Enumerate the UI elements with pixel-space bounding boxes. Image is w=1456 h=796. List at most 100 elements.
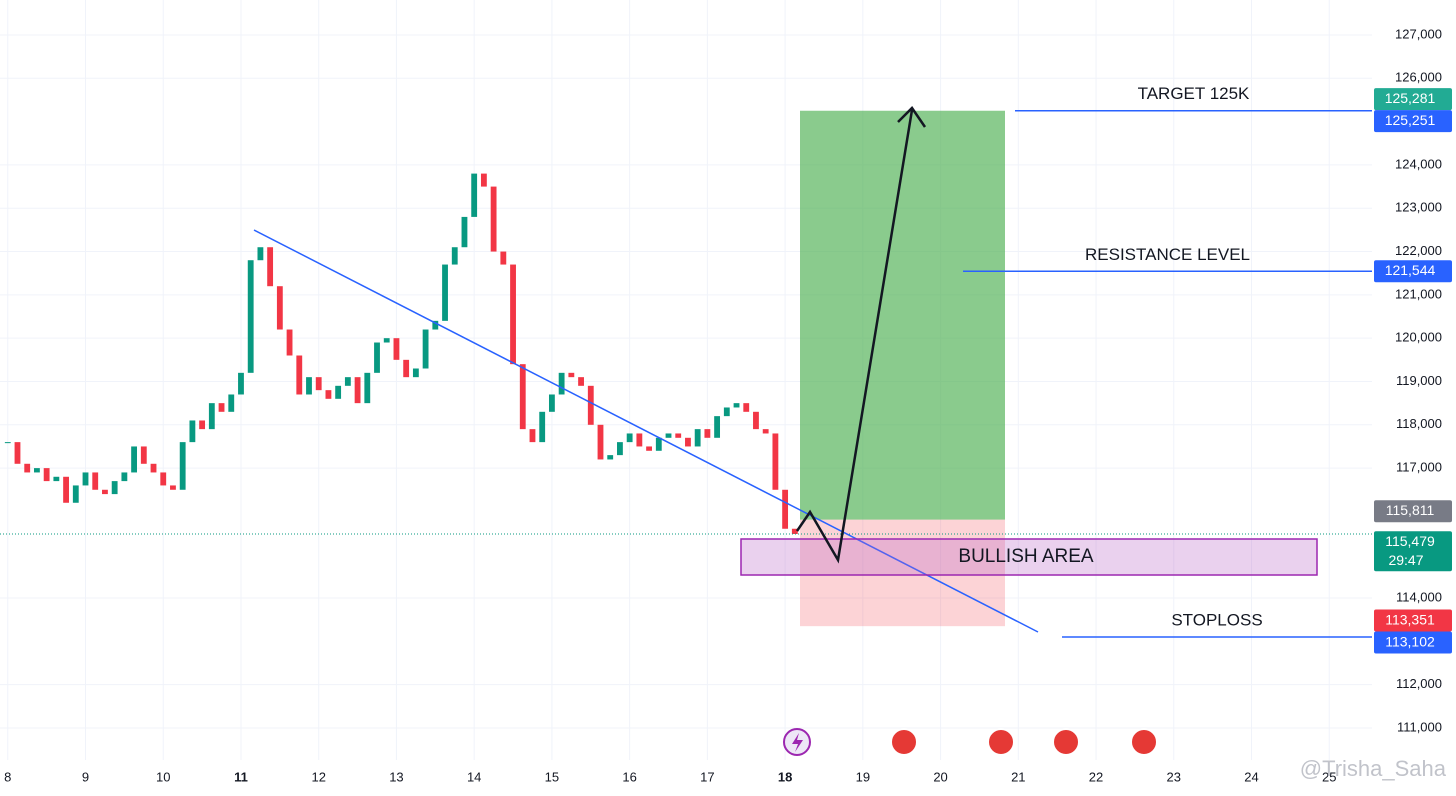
candle xyxy=(617,442,623,456)
y-tick-label: 114,000 xyxy=(1396,589,1442,604)
price-label: 113,351 xyxy=(1385,611,1435,627)
level-label: RESISTANCE LEVEL xyxy=(1085,245,1250,264)
candle xyxy=(568,372,575,378)
candle xyxy=(189,420,196,443)
candle xyxy=(626,433,633,443)
candle xyxy=(714,416,721,438)
x-tick-label: 15 xyxy=(545,769,559,784)
candle xyxy=(140,446,147,464)
candle xyxy=(539,411,546,443)
x-tick-label: 17 xyxy=(700,769,714,784)
candle xyxy=(762,429,769,434)
candle xyxy=(82,472,89,486)
candle xyxy=(685,437,691,447)
x-tick-label: 21 xyxy=(1011,769,1025,784)
candle xyxy=(646,446,652,451)
drawings: BULLISH AREA TARGET 125K RESISTANCE LEVEL S… xyxy=(0,84,1372,638)
candle xyxy=(665,433,672,438)
candle xyxy=(480,173,487,187)
x-tick-label: 22 xyxy=(1089,769,1103,784)
candle xyxy=(102,489,108,495)
candle xyxy=(354,377,361,404)
candle xyxy=(529,429,536,443)
arrow-head xyxy=(897,106,927,128)
candle xyxy=(471,173,478,217)
candle xyxy=(578,377,584,386)
candle xyxy=(34,468,40,473)
candle xyxy=(383,338,390,343)
x-tick-label: 19 xyxy=(856,769,870,784)
candle xyxy=(374,342,380,373)
candle xyxy=(461,216,468,248)
price-label: 113,102 xyxy=(1385,633,1435,649)
candle xyxy=(4,442,11,444)
price-label: 125,251 xyxy=(1385,112,1436,128)
x-tick-label: 18 xyxy=(778,769,792,784)
y-tick-label: 123,000 xyxy=(1395,200,1442,215)
y-tick-label: 126,000 xyxy=(1395,70,1442,85)
candle xyxy=(500,251,507,265)
plot xyxy=(4,173,798,534)
candle xyxy=(228,394,235,412)
candle xyxy=(675,433,682,438)
candle xyxy=(636,433,643,447)
candle xyxy=(558,372,565,395)
candle xyxy=(14,442,21,464)
candle xyxy=(451,247,458,265)
candle xyxy=(43,468,50,482)
x-tick-label: 13 xyxy=(389,769,403,784)
candle xyxy=(63,476,69,503)
candle xyxy=(432,320,439,330)
candle xyxy=(344,377,351,386)
price-label: 115,479 xyxy=(1385,533,1435,549)
path-arrow xyxy=(795,109,914,564)
candle xyxy=(306,377,312,395)
y-tick-label: 112,000 xyxy=(1396,676,1442,691)
level-label: STOPLOSS xyxy=(1171,610,1262,629)
candle xyxy=(208,403,215,430)
y-tick-label: 111,000 xyxy=(1397,719,1442,734)
candle xyxy=(607,455,614,460)
countdown: 29:47 xyxy=(1388,552,1423,568)
event-icon-glyph xyxy=(792,733,803,752)
candle xyxy=(782,489,789,529)
x-tick-label: 16 xyxy=(622,769,636,784)
x-tick-label: 25 xyxy=(1322,769,1336,784)
candle xyxy=(218,403,225,412)
candle xyxy=(238,372,244,395)
y-tick-label: 120,000 xyxy=(1395,330,1442,345)
price-label-box xyxy=(1374,631,1452,654)
x-tick-label: 23 xyxy=(1167,769,1181,784)
price-axis: 111,000 112,000 114,000 117,000 118,000 119,0… xyxy=(4,0,1456,796)
flag-icon xyxy=(890,728,918,756)
candle xyxy=(111,481,118,495)
x-tick-label: 11 xyxy=(234,769,248,784)
candle xyxy=(296,355,303,395)
candle xyxy=(286,329,293,356)
event-icon[interactable] xyxy=(890,728,1158,756)
candle xyxy=(276,286,283,330)
candle xyxy=(131,446,138,473)
flag-icon xyxy=(1130,728,1158,756)
y-tick-label: 119,000 xyxy=(1396,373,1442,388)
y-tick-label: 124,000 xyxy=(1395,156,1442,171)
y-tick-label: 121,000 xyxy=(1395,286,1442,301)
x-tick-label: 10 xyxy=(156,769,170,784)
candle xyxy=(247,260,254,373)
price-label-box xyxy=(1374,531,1452,572)
candle xyxy=(364,372,371,404)
candle xyxy=(733,403,740,408)
candle xyxy=(510,264,516,365)
y-tick-label: 117,000 xyxy=(1396,460,1442,475)
candle xyxy=(403,359,410,378)
candle xyxy=(160,472,167,486)
flag-icon xyxy=(987,728,1015,756)
candle xyxy=(170,485,176,490)
axis-background xyxy=(1372,0,1456,796)
x-tick-label: 20 xyxy=(933,769,947,784)
candle xyxy=(772,433,779,490)
zone-label: BULLISH AREA xyxy=(958,546,1093,567)
level-label: TARGET 125K xyxy=(1138,84,1250,103)
